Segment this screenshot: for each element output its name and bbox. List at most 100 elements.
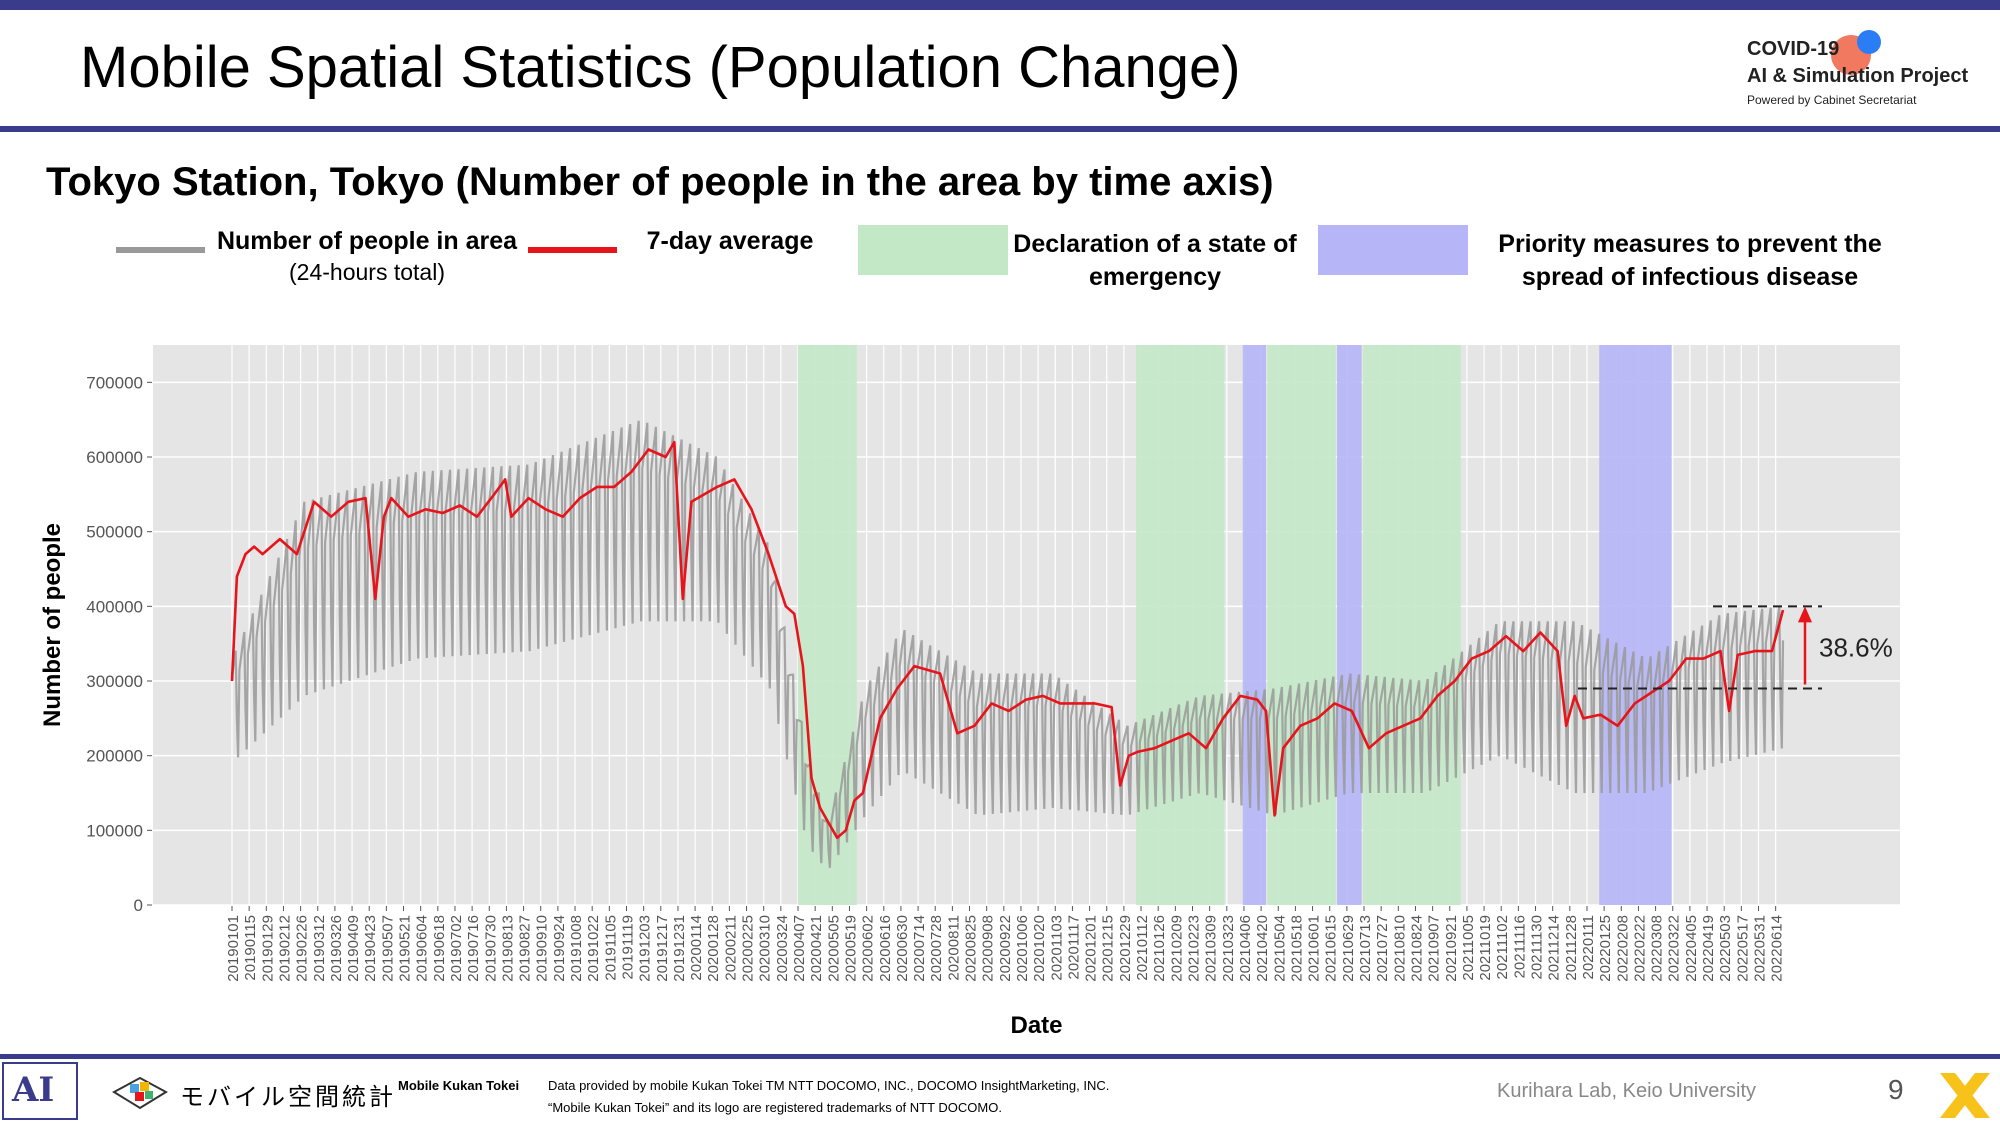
logo-line-2: AI & Simulation Project — [1747, 65, 1969, 87]
x-tick-label: 20201215 — [1100, 915, 1117, 982]
x-tick-label: 20210727 — [1374, 915, 1391, 982]
footer-rule — [0, 1054, 2000, 1059]
x-tick-label: 20200825 — [963, 915, 980, 982]
x-tick-label: 20200310 — [757, 915, 774, 982]
x-tick-label: 20200908 — [980, 915, 997, 982]
y-axis-title: Number of people — [39, 523, 66, 727]
x-tick-label: 20191231 — [671, 915, 688, 982]
x-tick-label: 20210907 — [1426, 915, 1443, 982]
x-tick-label: 20190326 — [328, 915, 345, 982]
y-tick-label: 300000 — [86, 672, 143, 691]
footer-app-name-jp: モバイル空間統計 — [180, 1083, 396, 1111]
x-tick-label: 20211102 — [1494, 915, 1511, 980]
x-tick-label: 20190507 — [379, 915, 396, 982]
x-tick-label: 20200714 — [911, 915, 928, 982]
x-tick-label: 20200602 — [860, 915, 877, 982]
x-tick-label: 20220517 — [1734, 915, 1751, 982]
x-tick-label: 20220208 — [1614, 915, 1631, 982]
logo-line-1: COVID-19 — [1747, 38, 1840, 60]
series-average-line — [230, 440, 1785, 840]
x-tick-label: 20191105 — [602, 915, 619, 981]
x-tick-label: 20190312 — [311, 915, 328, 982]
x-tick-label: 20220308 — [1649, 915, 1666, 982]
x-tick-label: 20200225 — [740, 915, 757, 982]
x-tick-label: 20210420 — [1254, 915, 1271, 982]
x-tick-label: 20190409 — [345, 915, 362, 982]
x-tick-label: 20211214 — [1546, 915, 1563, 981]
x-tick-label: 20220322 — [1666, 915, 1683, 982]
x-tick-label: 20200421 — [808, 915, 825, 982]
x-tick-label: 20220419 — [1700, 915, 1717, 982]
x-tick-label: 20210406 — [1237, 915, 1254, 982]
x-tick-label: 20200407 — [791, 915, 808, 982]
x-tick-label: 20200211 — [722, 915, 739, 981]
x-tick-label: 20210518 — [1288, 915, 1305, 982]
footer-lab: Kurihara Lab, Keio University — [1497, 1080, 1757, 1102]
x-tick-label: 20210309 — [1203, 915, 1220, 982]
chart-title: Tokyo Station, Tokyo (Number of people i… — [46, 160, 1274, 204]
y-tick-label: 100000 — [86, 821, 143, 840]
legend-people-label: Number of people in area — [216, 227, 518, 255]
y-tick-label: 500000 — [86, 523, 143, 542]
footer-app-name-en: Mobile Kukan Tokei — [398, 1078, 520, 1093]
x-tick-label: 20190423 — [362, 915, 379, 982]
x-tick-label: 20220503 — [1717, 915, 1734, 982]
header-rule — [0, 126, 2000, 132]
x-tick-label: 20191217 — [654, 915, 671, 982]
x-tick-label: 20200114 — [688, 915, 705, 981]
x-tick-label: 20190827 — [517, 915, 534, 982]
x-tick-label: 20191203 — [637, 915, 654, 982]
x-axis-title: Date — [1010, 1012, 1062, 1039]
x-tick-label: 20210209 — [1168, 915, 1185, 982]
x-tick-label: 20220111 — [1580, 915, 1597, 980]
y-tick-label: 400000 — [86, 597, 143, 616]
x-tick-label: 20200811 — [945, 915, 962, 981]
x-tick-label: 20211019 — [1477, 915, 1494, 981]
x-tick-label: 20220222 — [1631, 915, 1648, 982]
x-tick-label: 20190730 — [482, 915, 499, 982]
x-tick-label: 20191119 — [619, 915, 636, 980]
x-tick-label: 20210126 — [1151, 915, 1168, 982]
x-tick-label: 20210615 — [1323, 915, 1340, 982]
x-tick-label: 20210112 — [1134, 915, 1151, 981]
x-tick-label: 20211228 — [1563, 915, 1580, 981]
x-tick-label: 20190115 — [242, 915, 259, 981]
legend-priority-swatch — [1318, 225, 1468, 275]
priority-period — [1242, 345, 1266, 905]
series-people-line — [230, 420, 1785, 868]
legend-people: Number of people in area (24-hours total… — [212, 225, 522, 286]
mobile-kukan-tokei-logo-icon — [111, 1076, 169, 1110]
top-bar — [0, 0, 2000, 10]
emergency-period — [1267, 345, 1336, 905]
x-tick-label: 20190910 — [534, 915, 551, 982]
y-tick-label: 0 — [134, 896, 143, 915]
annotation-arrow-head — [1798, 606, 1812, 623]
x-tick-label: 20220614 — [1769, 915, 1786, 982]
logo-line-3: Powered by Cabinet Secretariat — [1747, 93, 1917, 107]
x-tick-label: 20190716 — [465, 915, 482, 982]
legend-avg-label: 7-day average — [646, 227, 814, 255]
x-tick-label: 20190212 — [276, 915, 293, 982]
x-tick-label: 20190702 — [448, 915, 465, 982]
y-tick-label: 700000 — [86, 373, 143, 392]
x-tick-label: 20211005 — [1460, 915, 1477, 981]
logo-blue-dot — [1857, 30, 1881, 54]
legend-priority-label: Priority measures to prevent the spread … — [1498, 230, 1882, 291]
x-tick-label: 20200128 — [705, 915, 722, 982]
ai-lab-logo: AI — [2, 1062, 78, 1120]
emergency-period — [1136, 345, 1225, 905]
x-tick-label: 20200505 — [825, 915, 842, 982]
footer-credit-2: “Mobile Kukan Tokei” and its logo are re… — [548, 1100, 1002, 1115]
annotation-label: 38.6% — [1819, 632, 1893, 662]
x-tick-label: 20201103 — [1048, 915, 1065, 981]
x-tick-label: 20220125 — [1597, 915, 1614, 982]
x-tick-label: 20201117 — [1065, 915, 1082, 980]
x-tick-label: 20210601 — [1306, 915, 1323, 982]
legend-emergency-swatch — [858, 225, 1008, 275]
legend-people-sub: (24-hours total) — [289, 259, 445, 285]
x-tick-label: 20200630 — [894, 915, 911, 982]
x-tick-label: 20210323 — [1220, 915, 1237, 982]
priority-period — [1337, 345, 1362, 905]
page-number: 9 — [1888, 1074, 1904, 1105]
x-tick-label: 20200922 — [997, 915, 1014, 982]
